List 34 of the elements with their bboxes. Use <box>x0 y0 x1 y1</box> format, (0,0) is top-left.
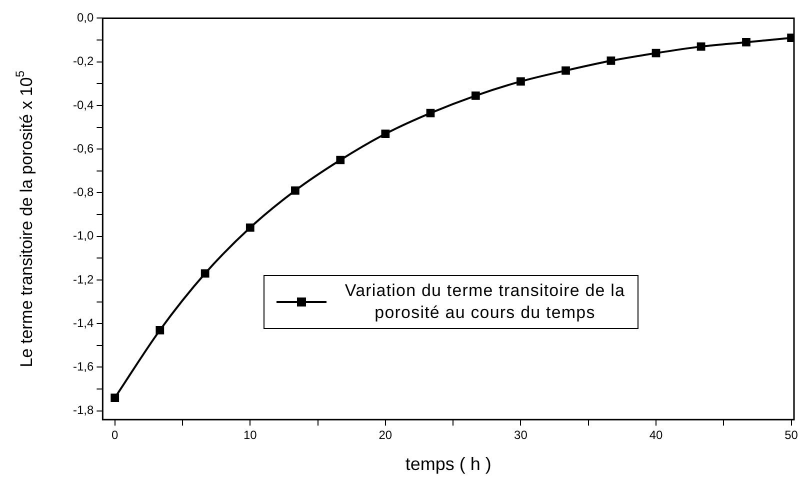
y-tick-label: -1,2 <box>72 272 94 286</box>
y-tick-label: -0,4 <box>72 98 94 112</box>
point <box>652 48 660 58</box>
x-tick-label: 0 <box>112 428 119 442</box>
y-tick-label: -0,2 <box>72 54 94 68</box>
point <box>336 156 345 164</box>
point <box>516 77 525 86</box>
point <box>562 66 570 75</box>
point <box>742 38 750 46</box>
y-tick-label: 0,0 <box>76 10 94 25</box>
point <box>381 130 390 138</box>
x-tick-label: 20 <box>378 428 392 442</box>
y-tick-label: -1,8 <box>72 403 94 418</box>
x-tick-label: 50 <box>784 428 798 442</box>
x-tick-label: 10 <box>243 428 258 442</box>
x-tick-label: 40 <box>649 428 663 442</box>
y-tick-label: -0,8 <box>72 185 94 200</box>
point <box>606 56 616 65</box>
legend-label: Variation du terme transitoire de la porosité au cours du temps <box>344 280 626 324</box>
point <box>696 42 706 51</box>
point <box>156 326 164 334</box>
y-axis-title: Le terme transitoire de la porosité x 105 <box>13 70 36 368</box>
point <box>110 394 120 402</box>
point <box>426 108 435 118</box>
point <box>246 223 254 232</box>
y-tick-label: -0,6 <box>72 141 94 156</box>
y-tick-label: -1,0 <box>72 228 94 243</box>
y-tick-label: -1,6 <box>72 360 94 374</box>
point <box>200 269 210 278</box>
x-tick-label: 30 <box>514 428 528 442</box>
point <box>471 91 480 100</box>
y-tick-label: -1,4 <box>72 316 94 330</box>
x-axis-title: temps ( h ) <box>405 454 492 474</box>
point <box>291 186 300 195</box>
